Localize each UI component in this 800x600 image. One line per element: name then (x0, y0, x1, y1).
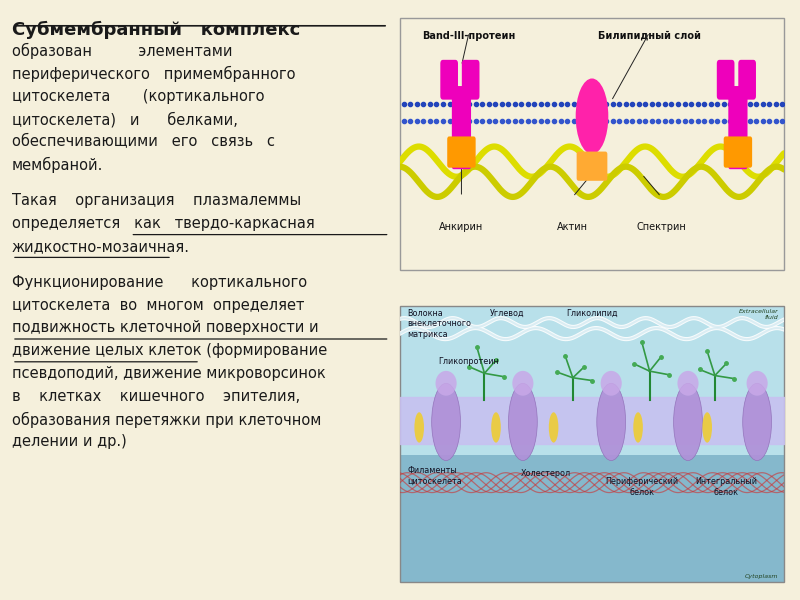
Ellipse shape (549, 412, 558, 443)
Text: Гликопротеин: Гликопротеин (438, 356, 499, 365)
Text: в    клетках    кишечного    эпителия,: в клетках кишечного эпителия, (12, 389, 300, 404)
FancyBboxPatch shape (728, 86, 747, 169)
Ellipse shape (414, 412, 424, 443)
Ellipse shape (702, 412, 712, 443)
FancyBboxPatch shape (717, 60, 734, 100)
FancyBboxPatch shape (452, 86, 471, 169)
Ellipse shape (601, 371, 622, 396)
Text: Интегральный
белок: Интегральный белок (695, 477, 758, 497)
FancyBboxPatch shape (462, 60, 479, 100)
Ellipse shape (491, 412, 501, 443)
Text: цитоскелета  во  многом  определяет: цитоскелета во многом определяет (12, 298, 304, 313)
FancyBboxPatch shape (738, 60, 756, 100)
Ellipse shape (674, 383, 702, 461)
Ellipse shape (746, 371, 768, 396)
Text: Филаменты
цитоскелета: Филаменты цитоскелета (408, 466, 462, 485)
Ellipse shape (678, 371, 698, 396)
FancyBboxPatch shape (577, 152, 607, 181)
Ellipse shape (435, 371, 457, 396)
Text: Такая    организация    плазмалеммы: Такая организация плазмалеммы (12, 193, 301, 208)
Ellipse shape (634, 412, 643, 443)
Text: Анкирин: Анкирин (439, 222, 483, 232)
Text: периферического   примембранного: периферического примембранного (12, 66, 295, 82)
Text: Функционирование      кортикального: Функционирование кортикального (12, 275, 307, 290)
Text: подвижность клеточной поверхности и: подвижность клеточной поверхности и (12, 320, 318, 335)
Text: определяется   как   твердо-каркасная: определяется как твердо-каркасная (12, 216, 314, 231)
FancyBboxPatch shape (447, 136, 476, 167)
Text: цитоскелета       (кортикального: цитоскелета (кортикального (12, 89, 265, 104)
FancyBboxPatch shape (724, 136, 752, 167)
Text: образован          элементами: образован элементами (12, 43, 233, 59)
Ellipse shape (742, 383, 771, 461)
Ellipse shape (576, 79, 608, 154)
Text: Холестерол: Холестерол (521, 469, 571, 478)
Bar (400, 455, 784, 582)
Text: жидкостно-мозаичная.: жидкостно-мозаичная. (12, 239, 190, 254)
FancyBboxPatch shape (440, 60, 458, 100)
Text: Гликолипид: Гликолипид (566, 309, 618, 318)
Text: Band-III-протеин: Band-III-протеин (422, 31, 516, 41)
Text: мембраной.: мембраной. (12, 157, 103, 173)
Text: цитоскелета)   и      белками,: цитоскелета) и белками, (12, 112, 238, 127)
Text: Extracellular
fluid: Extracellular fluid (738, 309, 778, 320)
Text: Волокна
внеклеточного
матрикса: Волокна внеклеточного матрикса (408, 309, 472, 338)
Text: делении и др.): делении и др.) (12, 434, 126, 449)
Text: обеспечивающими   его   связь   с: обеспечивающими его связь с (12, 134, 275, 149)
Text: Субмембранный   комплекс: Субмембранный комплекс (12, 21, 300, 39)
Text: движение целых клеток (формирование: движение целых клеток (формирование (12, 343, 327, 358)
Text: Углевод: Углевод (490, 309, 525, 318)
Text: Периферический
белок: Периферический белок (606, 477, 678, 497)
Text: Билипидный слой: Билипидный слой (598, 31, 701, 41)
Text: образования перетяжки при клеточном: образования перетяжки при клеточном (12, 412, 322, 428)
Text: Актин: Актин (558, 222, 588, 232)
Ellipse shape (509, 383, 538, 461)
Text: Cytoplasm: Cytoplasm (745, 574, 778, 579)
Text: Спектрин: Спектрин (636, 222, 686, 232)
Text: псевдоподий, движение микроворсинок: псевдоподий, движение микроворсинок (12, 366, 326, 381)
Ellipse shape (597, 383, 626, 461)
Ellipse shape (432, 383, 461, 461)
Ellipse shape (512, 371, 534, 396)
